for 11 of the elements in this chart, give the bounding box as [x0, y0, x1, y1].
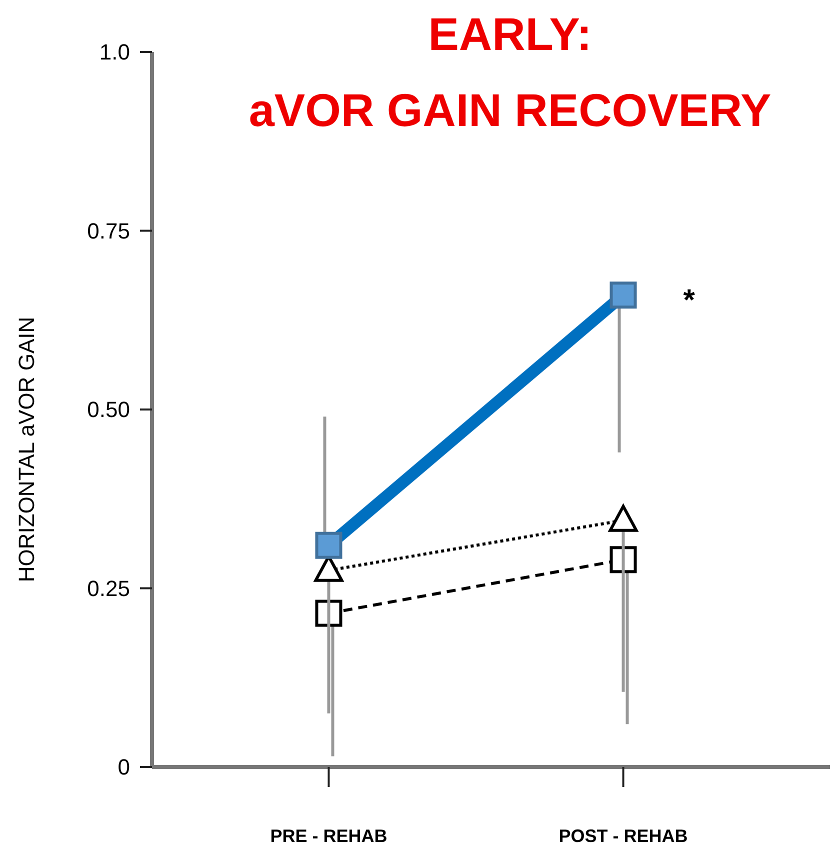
- x-tick-label: PRE - REHAB: [270, 826, 388, 846]
- y-tick-label: 0.25: [87, 576, 130, 601]
- y-tick-label: 0: [118, 754, 130, 780]
- chart-title: EARLY:: [428, 8, 592, 60]
- y-tick-label: 0.50: [87, 397, 130, 422]
- text: aVOR GAIN RECOVERY: [248, 84, 772, 136]
- y-tick-label: 1.0: [99, 40, 130, 65]
- x-tick-label: POST - REHAB: [558, 826, 688, 846]
- y-axis-title: HORIZONTAL aVOR GAIN: [14, 316, 39, 582]
- y-tick-label: 0.75: [87, 218, 130, 244]
- annotation: *: [683, 284, 696, 318]
